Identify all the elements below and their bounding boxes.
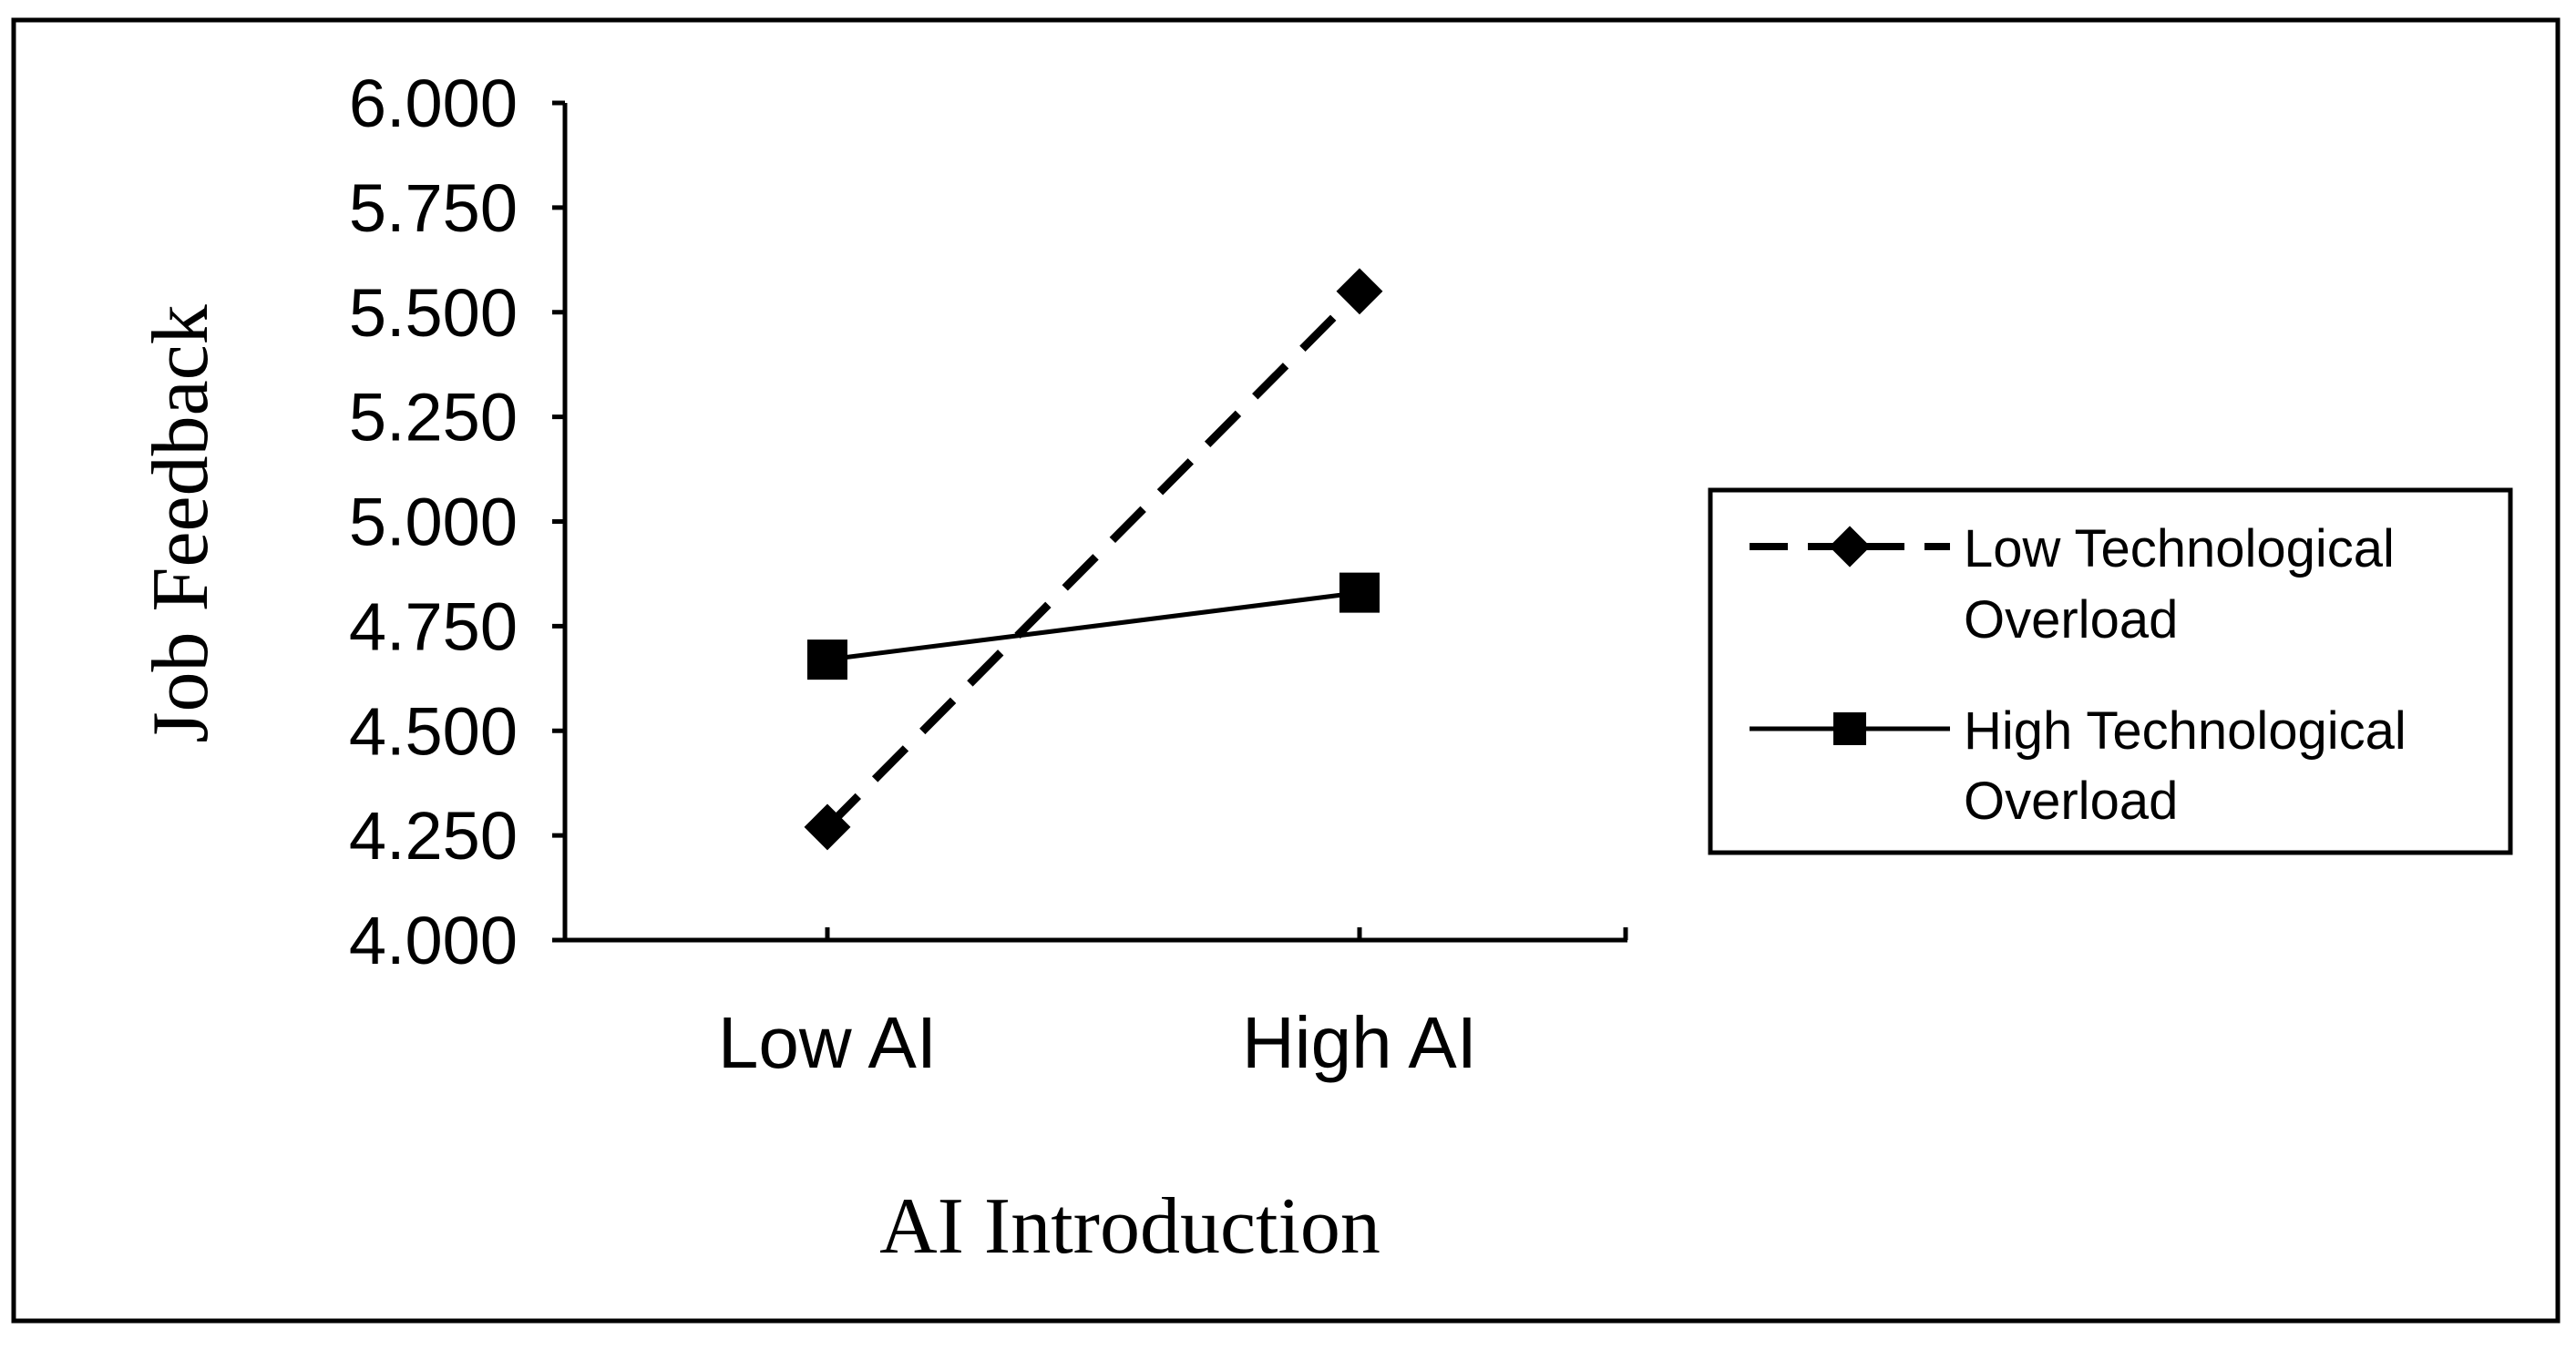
legend: Low Technological Overload High Technolo… (1708, 487, 2513, 855)
x-axis-ticks: Low AI High AI (718, 927, 1628, 1083)
y-tick-label: 5.500 (349, 275, 518, 351)
y-tick-label: 5.250 (349, 380, 518, 455)
x-tick-label: Low AI (718, 1002, 937, 1083)
legend-square-marker (1833, 712, 1866, 745)
y-axis-ticks: 4.000 4.250 4.500 4.750 5.000 5.250 5.500 5.750… (349, 66, 565, 978)
y-tick-label: 4.250 (349, 798, 518, 874)
data-point-diamond (1336, 268, 1383, 315)
y-tick-label: 4.000 (349, 903, 518, 978)
y-tick-label: 4.500 (349, 693, 518, 769)
data-point-square (1339, 572, 1380, 613)
legend-label-low-overload-line1: Low Technological (1964, 519, 2395, 578)
y-tick-label: 5.750 (349, 170, 518, 246)
y-tick-label: 5.000 (349, 485, 518, 560)
series-layer (804, 268, 1383, 851)
series-line-low-overload (824, 288, 1363, 831)
legend-diamond-marker (1829, 526, 1871, 568)
x-tick-label: High AI (1242, 1002, 1477, 1083)
legend-label-high-overload-line1: High Technological (1964, 701, 2407, 761)
series-line-high-overload (826, 590, 1360, 662)
y-tick-label: 4.750 (349, 588, 518, 664)
y-axis-title: Job Feedback (137, 304, 225, 742)
data-point-diamond (804, 803, 851, 851)
legend-label-low-overload-line2: Overload (1964, 590, 2178, 649)
x-axis-title: AI Introduction (879, 1182, 1380, 1271)
y-tick-label: 6.000 (349, 66, 518, 141)
legend-label-high-overload-line2: Overload (1964, 772, 2178, 831)
data-point-square (807, 639, 847, 680)
